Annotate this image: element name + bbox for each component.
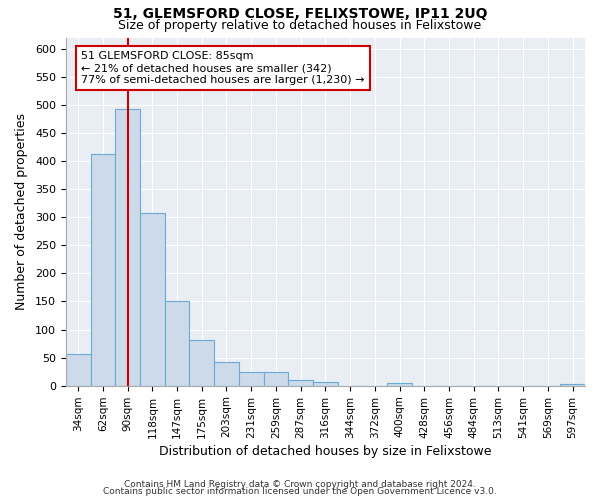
Bar: [115, 109, 140, 386]
Text: Size of property relative to detached houses in Felixstowe: Size of property relative to detached ho…: [118, 19, 482, 32]
Bar: [289, 380, 313, 386]
Bar: [239, 372, 263, 386]
Text: 51, GLEMSFORD CLOSE, FELIXSTOWE, IP11 2UQ: 51, GLEMSFORD CLOSE, FELIXSTOWE, IP11 2U…: [113, 8, 487, 22]
Bar: [140, 214, 164, 386]
Bar: [164, 302, 190, 386]
Bar: [91, 154, 115, 386]
Y-axis label: Number of detached properties: Number of detached properties: [15, 113, 28, 310]
Bar: [190, 340, 214, 386]
Bar: [313, 382, 338, 386]
Text: 51 GLEMSFORD CLOSE: 85sqm
← 21% of detached houses are smaller (342)
77% of semi: 51 GLEMSFORD CLOSE: 85sqm ← 21% of detac…: [82, 52, 365, 84]
X-axis label: Distribution of detached houses by size in Felixstowe: Distribution of detached houses by size …: [159, 444, 491, 458]
Bar: [387, 383, 412, 386]
Bar: [214, 362, 239, 386]
Text: Contains HM Land Registry data © Crown copyright and database right 2024.: Contains HM Land Registry data © Crown c…: [124, 480, 476, 489]
Bar: [66, 354, 91, 386]
Bar: [263, 372, 289, 386]
Bar: [560, 384, 585, 386]
Text: Contains public sector information licensed under the Open Government Licence v3: Contains public sector information licen…: [103, 487, 497, 496]
